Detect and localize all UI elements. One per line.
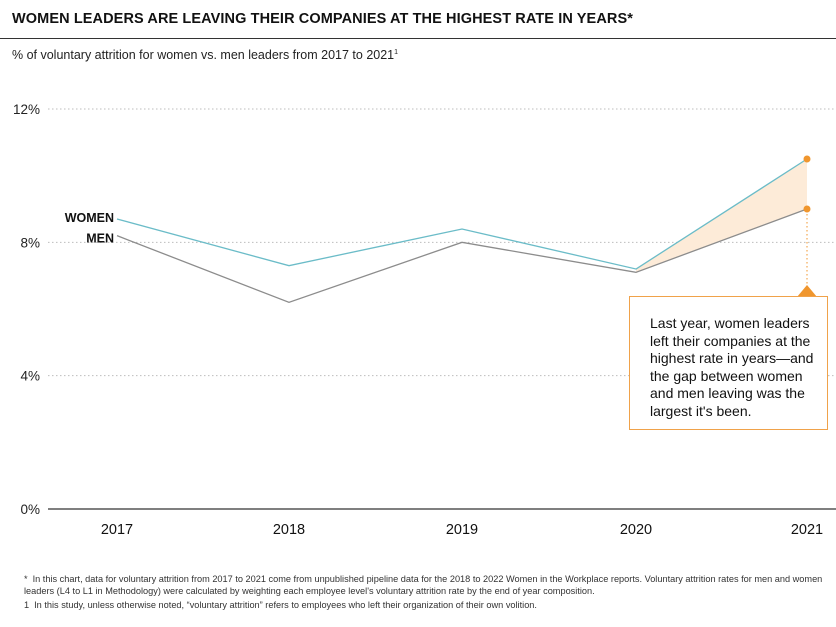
men-series-line (116, 208, 808, 304)
x-tick-label: 2018 (273, 522, 305, 538)
women-series-line (116, 158, 808, 270)
subtitle-text: % of voluntary attrition for women vs. m… (12, 48, 395, 62)
x-tick-label: 2021 (791, 522, 823, 538)
footnote-1-mark: * (24, 574, 28, 584)
women-2021-point (803, 155, 811, 163)
callout-pointer (797, 285, 817, 297)
footnote-1-text: In this chart, data for voluntary attrit… (24, 574, 823, 596)
men-2021-point (803, 205, 811, 213)
y-tick-label: 4% (20, 369, 40, 384)
footnote-1: * In this chart, data for voluntary attri… (24, 573, 829, 597)
y-tick-label: 12% (13, 102, 40, 117)
men-series-label: MEN (86, 232, 114, 246)
subtitle-footnote-mark: 1 (394, 48, 399, 56)
women-series-label: WOMEN (65, 211, 114, 225)
footnote-2-text: In this study, unless otherwise noted, “… (34, 600, 537, 610)
callout-text: Last year, women leaders left their comp… (650, 315, 814, 419)
footnote-2: 1 In this study, unless otherwise noted, … (24, 599, 829, 611)
footnote-2-mark: 1 (24, 600, 30, 610)
x-tick-label: 2017 (101, 522, 133, 538)
gap-area (636, 159, 807, 273)
callout-box: Last year, women leaders left their comp… (629, 296, 828, 430)
y-tick-label: 8% (20, 235, 40, 250)
chart-subtitle: % of voluntary attrition for women vs. m… (12, 48, 398, 62)
title-divider (0, 38, 836, 39)
chart-title: WOMEN LEADERS ARE LEAVING THEIR COMPANIE… (12, 11, 633, 27)
x-tick-label: 2020 (620, 522, 652, 538)
y-tick-label: 0% (20, 502, 40, 517)
x-tick-label: 2019 (446, 522, 478, 538)
